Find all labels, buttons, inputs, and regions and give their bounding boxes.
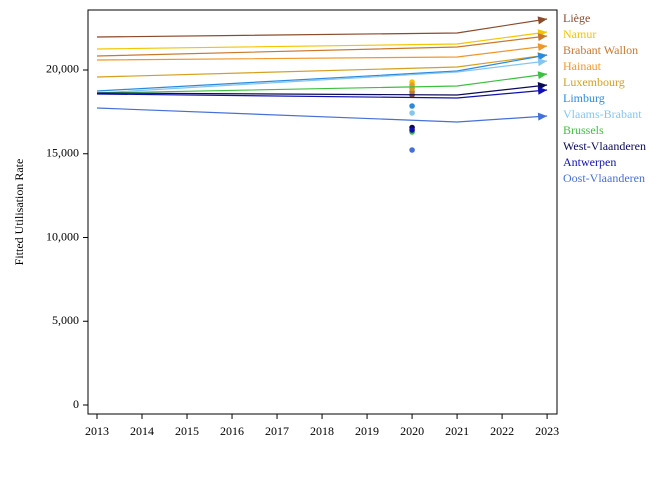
- legend-label: Oost-Vlaanderen: [563, 171, 645, 185]
- arrow-head: [537, 112, 548, 121]
- x-tick-label: 2016: [220, 424, 244, 438]
- legend-label: Hainaut: [563, 59, 602, 73]
- series-line: [96, 45, 548, 61]
- y-tick-label: 5,000: [52, 313, 79, 327]
- x-tick-label: 2017: [265, 424, 289, 438]
- x-tick-label: 2019: [355, 424, 379, 438]
- arrow-head: [537, 52, 548, 61]
- arrow-head: [537, 71, 548, 80]
- series-line: [96, 73, 548, 94]
- y-tick-label: 15,000: [46, 146, 79, 160]
- series-line: [96, 18, 548, 38]
- x-tick-label: 2022: [490, 424, 514, 438]
- x-tick-label: 2015: [175, 424, 199, 438]
- y-tick-label: 10,000: [46, 229, 79, 243]
- series-line: [96, 107, 548, 123]
- series-line: [96, 54, 548, 92]
- x-tick-label: 2013: [85, 424, 109, 438]
- arrow-head: [537, 86, 548, 95]
- series-line: [96, 35, 548, 57]
- y-axis-label: Fitted Utilisation Rate: [12, 159, 26, 266]
- point: [409, 127, 415, 133]
- x-tick-label: 2021: [445, 424, 469, 438]
- legend-label: Luxembourg: [563, 75, 625, 89]
- series-line: [96, 84, 548, 96]
- x-tick-label: 2018: [310, 424, 334, 438]
- series-line: [96, 89, 548, 99]
- x-tick-label: 2023: [535, 424, 559, 438]
- point: [409, 147, 415, 153]
- legend-label: Antwerpen: [563, 155, 616, 169]
- series-line: [96, 31, 548, 50]
- legend-label: Brussels: [563, 123, 604, 137]
- arrow-head: [537, 33, 548, 42]
- legend-label: Vlaams-Brabant: [563, 107, 642, 121]
- arrow-head: [537, 58, 548, 67]
- arrow-head: [537, 16, 548, 25]
- y-tick-label: 0: [73, 397, 79, 411]
- legend-label: Limburg: [563, 91, 605, 105]
- arrow-head: [537, 43, 548, 52]
- x-tick-label: 2014: [130, 424, 154, 438]
- series-line: [96, 60, 548, 94]
- legend-label: Liège: [563, 11, 590, 25]
- point: [409, 110, 415, 116]
- legend-label: Namur: [563, 27, 596, 41]
- legend-label: West-Vlaanderen: [563, 139, 646, 153]
- series-line: [96, 54, 548, 78]
- point: [409, 103, 415, 109]
- x-tick-label: 2020: [400, 424, 424, 438]
- y-tick-label: 20,000: [46, 62, 79, 76]
- legend-label: Brabant Wallon: [563, 43, 638, 57]
